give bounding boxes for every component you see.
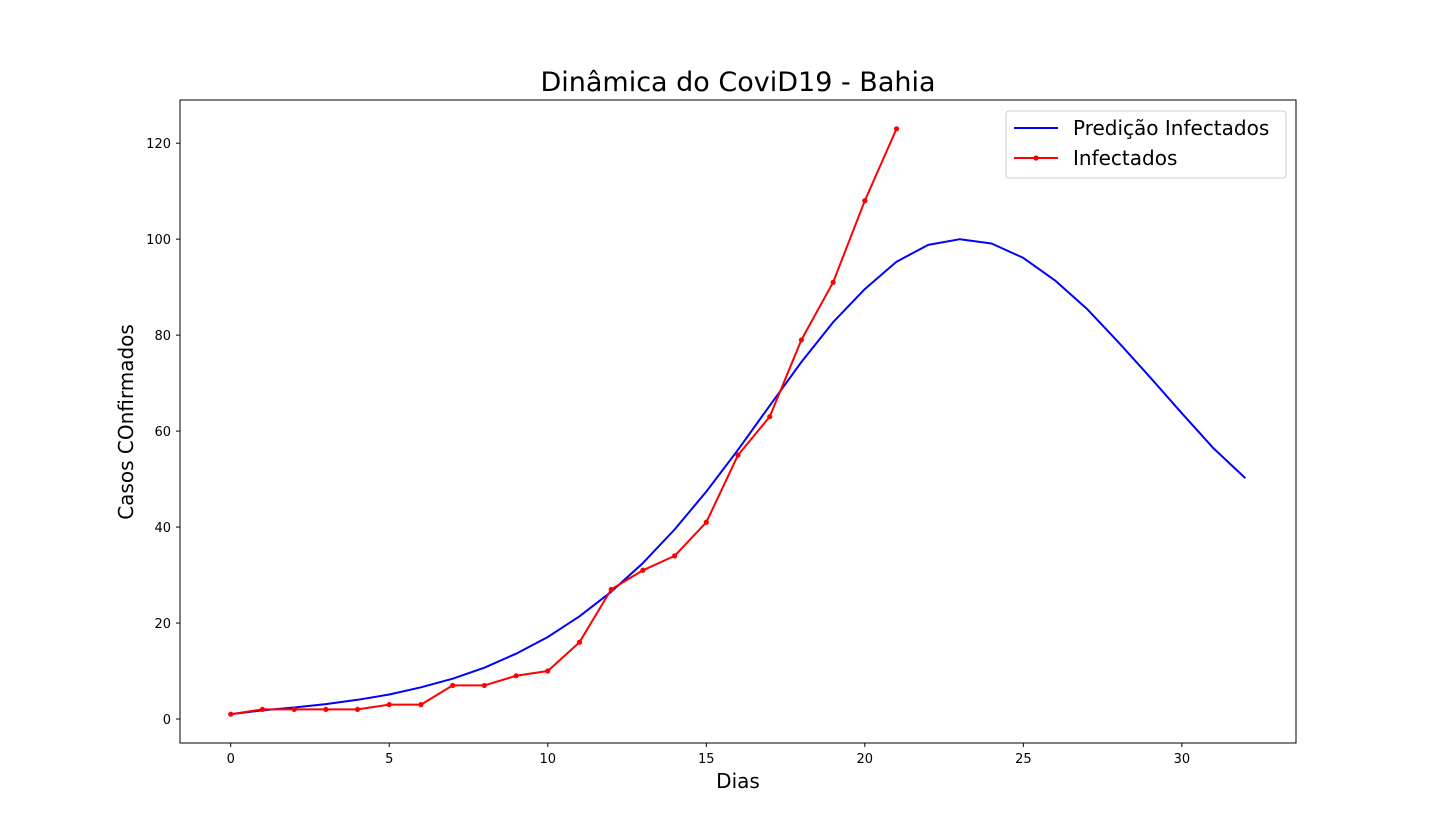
data-point <box>228 711 234 717</box>
y-axis-label: Casos COnfirmados <box>114 324 138 520</box>
x-tick-label: 10 <box>539 752 556 767</box>
data-point <box>450 682 456 689</box>
x-tick-label: 30 <box>1174 752 1191 767</box>
legend-label-predicao: Predição Infectados <box>1073 116 1269 140</box>
data-point <box>893 126 900 132</box>
data-point <box>703 519 709 525</box>
y-tick-label: 40 <box>154 521 171 536</box>
data-point <box>259 706 266 713</box>
x-tick-label: 15 <box>698 752 715 767</box>
data-point <box>830 279 836 285</box>
data-point <box>545 668 551 674</box>
data-point <box>671 553 678 559</box>
data-point <box>481 682 487 689</box>
x-axis-ticks: 0 5 10 15 20 25 30 <box>227 743 1191 767</box>
series-layer <box>228 126 1246 717</box>
legend: Predição Infectados Infectados <box>1005 110 1287 179</box>
y-tick-label: 20 <box>154 617 171 632</box>
data-point <box>386 702 392 708</box>
legend-marker-infectados <box>1033 155 1039 161</box>
data-point <box>798 337 805 343</box>
legend-label-infectados: Infectados <box>1073 146 1177 170</box>
data-point <box>576 639 583 645</box>
y-tick-label: 60 <box>154 425 171 440</box>
y-axis-ticks: 0 20 40 60 80 100 120 <box>146 137 180 728</box>
data-point <box>608 586 614 593</box>
x-tick-label: 25 <box>1015 752 1032 767</box>
data-point <box>323 706 329 713</box>
data-point <box>862 198 868 204</box>
data-point <box>418 702 424 708</box>
x-tick-label: 0 <box>227 752 235 767</box>
legend-box <box>1005 110 1287 179</box>
series-line-1 <box>230 128 898 716</box>
y-tick-label: 100 <box>146 233 171 248</box>
data-point <box>513 673 519 679</box>
data-point <box>735 452 741 458</box>
data-point <box>291 706 297 713</box>
data-point <box>640 567 646 573</box>
y-tick-label: 0 <box>163 713 171 728</box>
data-point <box>767 414 773 420</box>
data-point <box>354 706 361 713</box>
series-line-0 <box>230 238 1246 716</box>
x-axis-label: Dias <box>716 769 760 793</box>
x-tick-label: 20 <box>857 752 874 767</box>
x-tick-label: 5 <box>385 752 393 767</box>
plot-frame <box>179 99 1297 744</box>
y-tick-label: 120 <box>146 137 171 152</box>
chart-title: Dinâmica do CoviD19 - Bahia <box>540 67 935 98</box>
y-tick-label: 80 <box>154 329 171 344</box>
